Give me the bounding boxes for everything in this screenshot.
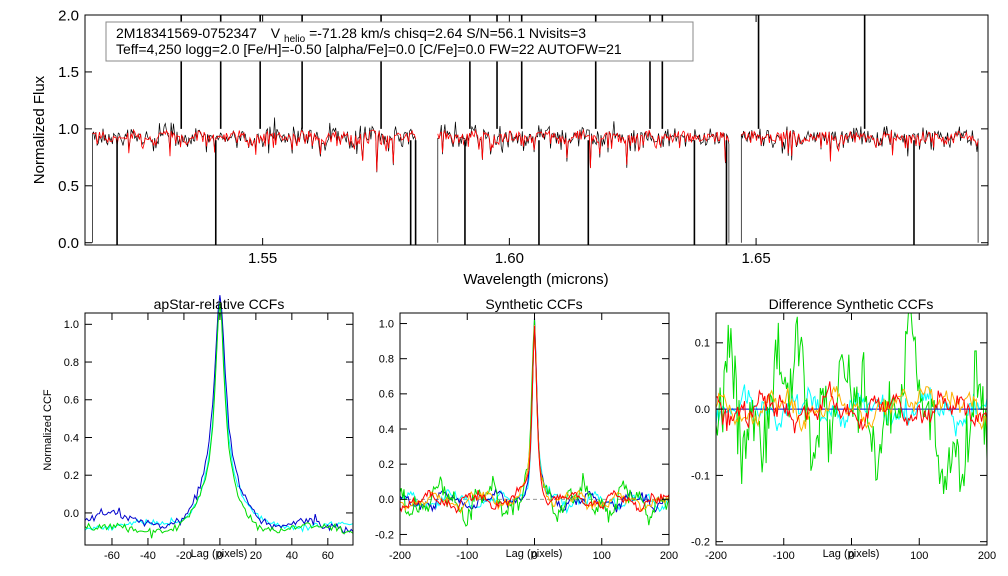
spectrum-xtick-label: 1.65 <box>741 250 770 267</box>
model-spectrum-line <box>92 128 416 172</box>
difference-ccf-ticks: -200 -100 0 100 200 -0.2 -0.1 0.0 0.1 <box>691 313 996 562</box>
spectrum-ytick-label: 0.0 <box>58 235 79 252</box>
spectrum-ylabel: Normalized Flux <box>31 75 48 184</box>
difference-ccf-plot: -200 -100 0 100 200 -0.2 -0.1 0.0 0.1 Difference… <box>691 296 996 562</box>
spectrum-annotation-line2: Teff=4,250 logg=2.0 [Fe/H]=-0.50 [alpha/… <box>116 41 622 57</box>
apstar-ccf-ytick-label: 1.0 <box>64 319 79 331</box>
spectrum-xlabel: Wavelength (microns) <box>463 271 608 288</box>
difference-ccf-line-model <box>715 381 988 434</box>
model-spectrum-line <box>437 128 730 169</box>
synthetic-ccf-series <box>399 317 670 527</box>
difference-ccf-ytick-label: 0.0 <box>695 404 710 416</box>
synthetic-ccf-line-model <box>399 325 670 514</box>
apstar-ccf-xtick-label: 20 <box>250 550 262 562</box>
synthetic-ccf-xtick-label: 0 <box>531 550 537 562</box>
apstar-ccf-xtick-label: 60 <box>322 550 334 562</box>
apstar-ccf-line-visit-2 <box>84 295 354 535</box>
synthetic-ccf-title: Synthetic CCFs <box>485 296 582 312</box>
apstar-ccf-xtick-label: 40 <box>286 550 298 562</box>
difference-ccf-line-visit-3 <box>715 312 988 495</box>
vhelio-subscript: helio <box>284 34 306 45</box>
apstar-ccf-xtick-label: -20 <box>176 550 192 562</box>
synthetic-ccf-ytick-label: 0.6 <box>379 389 394 401</box>
synthetic-ccf-ytick-label: -0.2 <box>375 529 394 541</box>
star-id: 2M18341569-0752347 <box>116 25 257 41</box>
spectrum-xtick-label: 1.60 <box>495 250 524 267</box>
spectrum-ticks: 1.55 1.60 1.65 0.0 0.5 1.0 1.5 2.0 <box>58 7 988 267</box>
difference-ccf-ytick-label: 0.1 <box>695 338 710 350</box>
difference-ccf-xtick-label: -100 <box>773 550 795 562</box>
synthetic-ccf-ytick-label: 0.0 <box>379 494 394 506</box>
apstar-ccf-ylabel: Normalized CCF <box>42 389 54 471</box>
synthetic-ccf-ytick-label: 0.2 <box>379 459 394 471</box>
difference-ccf-xtick-label: 100 <box>910 550 928 562</box>
synthetic-ccf-ytick-label: 1.0 <box>379 318 394 330</box>
synthetic-ccf-ytick-label: 0.8 <box>379 354 394 366</box>
spectrum-ytick-label: 0.5 <box>58 178 79 195</box>
synthetic-ccf-xtick-label: -200 <box>389 550 411 562</box>
synthetic-ccf-xtick-label: -100 <box>456 550 478 562</box>
vhelio-prefix: V <box>271 25 281 41</box>
spectrum-plot: 1.55 1.60 1.65 0.0 0.5 1.0 1.5 2.0 Wavelength (… <box>31 7 989 288</box>
difference-ccf-xtick-label: 200 <box>978 550 996 562</box>
synthetic-ccf-plot: -200 -100 0 100 200 -0.2 0.0 0.2 0.4 0.6 0.8 1.0 Sy… <box>375 296 678 562</box>
spectrum-annotation-box <box>105 21 694 62</box>
synthetic-ccf-ytick-label: 0.4 <box>379 424 394 436</box>
apstar-ccf-title: apStar-relative CCFs <box>154 296 285 312</box>
difference-ccf-title: Difference Synthetic CCFs <box>769 296 934 312</box>
spectrum-ytick-label: 1.5 <box>58 64 79 81</box>
apstar-ccf-axes-frame <box>84 312 354 546</box>
difference-ccf-series <box>715 312 988 495</box>
difference-ccf-xtick-label: -200 <box>705 550 727 562</box>
synthetic-ccf-xtick-label: 200 <box>660 550 678 562</box>
apstar-ccf-ytick-label: 0.0 <box>64 508 79 520</box>
apstar-ccf-xtick-label: -40 <box>140 550 156 562</box>
apstar-ccf-ytick-label: 0.8 <box>64 357 79 369</box>
synthetic-ccf-ticks: -200 -100 0 100 200 -0.2 0.0 0.2 0.4 0.6 0.8 1.0 <box>375 313 678 562</box>
spectrum-annotation-line1: 2M18341569-0752347 V helio =-71.28 km/s … <box>116 25 586 45</box>
spectrum-xtick-label: 1.55 <box>248 250 277 267</box>
spectrum-ytick-label: 2.0 <box>58 7 79 24</box>
difference-ccf-line-combined <box>715 385 988 433</box>
apstar-ccf-ticks: -60 -40 -20 0 20 40 60 0.0 0.2 0.4 0.6 0.8 1.0 <box>64 313 353 562</box>
difference-ccf-xlabel: Lag (pixels) <box>823 548 880 560</box>
synthetic-ccf-xlabel: Lag (pixels) <box>506 548 563 560</box>
difference-ccf-ytick-label: -0.2 <box>691 537 710 549</box>
spectrum-ytick-label: 1.0 <box>58 121 79 138</box>
spectrum-axes-frame <box>84 14 989 246</box>
difference-ccf-ytick-label: -0.1 <box>691 470 710 482</box>
apstar-ccf-xtick-label: -60 <box>104 550 120 562</box>
apstar-ccf-xtick-label: 0 <box>217 550 223 562</box>
vhelio-rest: =-71.28 km/s chisq=2.64 S/N=56.1 Nvisits… <box>309 25 586 41</box>
apstar-ccf-ytick-label: 0.6 <box>64 395 79 407</box>
synthetic-ccf-xtick-label: 100 <box>593 550 611 562</box>
model-spectrum-line <box>740 130 979 162</box>
apstar-ccf-ytick-label: 0.4 <box>64 432 79 444</box>
apstar-ccf-plot: -60 -40 -20 0 20 40 60 0.0 0.2 0.4 0.6 0.8 1.0 apSta… <box>42 295 354 562</box>
apstar-ccf-xlabel: Lag (pixels) <box>191 548 248 560</box>
difference-ccf-xtick-label: 0 <box>848 550 854 562</box>
apstar-ccf-ytick-label: 0.2 <box>64 470 79 482</box>
